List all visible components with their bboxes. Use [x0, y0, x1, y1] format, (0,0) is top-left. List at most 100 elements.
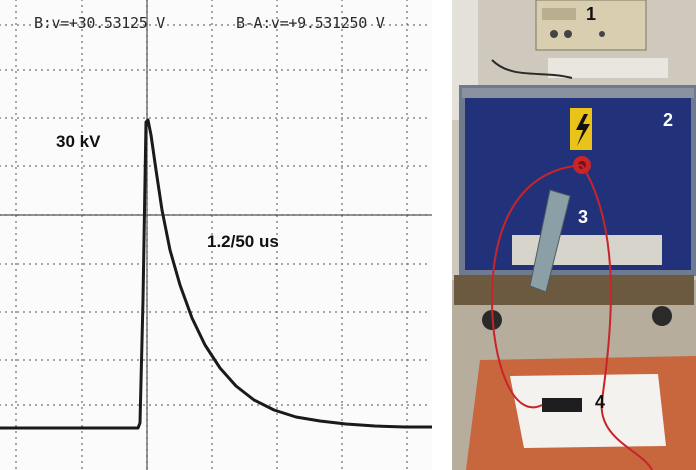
grid-dot: [15, 401, 17, 403]
grid-dot: [335, 24, 337, 26]
grid-dot: [227, 404, 229, 406]
grid-dot: [203, 117, 205, 119]
grid-dot: [323, 311, 325, 313]
grid-dot: [305, 24, 307, 26]
grid-dot: [81, 131, 83, 133]
grid-dot: [335, 404, 337, 406]
grid-dot: [341, 281, 343, 283]
grid-dot: [15, 449, 17, 451]
grid-dot: [113, 263, 115, 265]
grid-dot: [406, 377, 408, 379]
grid-dot: [81, 407, 83, 409]
grid-dot: [257, 24, 259, 26]
grid-dot: [245, 311, 247, 313]
grid-dot: [81, 125, 83, 127]
grid-dot: [406, 209, 408, 211]
grid-dot: [211, 143, 213, 145]
grid-dot: [395, 359, 397, 361]
grid-dot: [335, 117, 337, 119]
grid-dot: [161, 165, 163, 167]
grid-dot: [15, 137, 17, 139]
grid-dot: [341, 95, 343, 97]
grid-dot: [311, 359, 313, 361]
grid-dot: [107, 165, 109, 167]
grid-dot: [276, 113, 278, 115]
grid-dot: [81, 155, 83, 157]
grid-dot: [155, 117, 157, 119]
grid-dot: [341, 455, 343, 457]
grid-dot: [276, 269, 278, 271]
grid-dot: [406, 185, 408, 187]
grid-dot: [276, 407, 278, 409]
grid-dot: [276, 77, 278, 79]
wooden-trolley: [454, 275, 694, 305]
grid-dot: [276, 443, 278, 445]
grid-dot: [95, 311, 97, 313]
grid-dot: [101, 359, 103, 361]
grid-dot: [257, 311, 259, 313]
grid-dot: [276, 341, 278, 343]
grid-dot: [341, 359, 343, 361]
grid-dot: [113, 24, 115, 26]
grid-dot: [209, 311, 211, 313]
grid-dot: [131, 263, 133, 265]
red-cable: [490, 164, 583, 409]
grid-dot: [407, 404, 409, 406]
grid-dot: [53, 263, 55, 265]
grid-dot: [5, 311, 7, 313]
grid-dot: [389, 359, 391, 361]
grid-dot: [15, 59, 17, 61]
grid-dot: [81, 431, 83, 433]
grid-dot: [143, 24, 145, 26]
grid-dot: [211, 317, 213, 319]
grid-dot: [81, 161, 83, 163]
grid-dot: [269, 69, 271, 71]
grid-dot: [275, 404, 277, 406]
grid-dot: [81, 107, 83, 109]
grid-dot: [35, 263, 37, 265]
grid-dot: [251, 263, 253, 265]
grid-dot: [406, 275, 408, 277]
grid-dot: [81, 413, 83, 415]
grid-dot: [107, 263, 109, 265]
grid-dot: [406, 341, 408, 343]
grid-dot: [276, 131, 278, 133]
grid-dot: [401, 117, 403, 119]
grid-dot: [233, 311, 235, 313]
grid-dot: [81, 179, 83, 181]
grid-dot: [269, 165, 271, 167]
grid-dot: [305, 359, 307, 361]
grid-dot: [311, 165, 313, 167]
grid-dot: [275, 69, 277, 71]
grid-dot: [341, 65, 343, 67]
grid-dot: [81, 101, 83, 103]
grid-dot: [276, 5, 278, 7]
grid-dot: [211, 137, 213, 139]
grid-dot: [211, 125, 213, 127]
grid-dot: [317, 117, 319, 119]
grid-dot: [119, 24, 121, 26]
grid-dot: [0, 117, 1, 119]
grid-dot: [323, 165, 325, 167]
grid-dot: [251, 359, 253, 361]
grid-dot: [113, 359, 115, 361]
grid-dot: [15, 443, 17, 445]
grid-dot: [359, 69, 361, 71]
grid-dot: [107, 359, 109, 361]
grid-dot: [395, 165, 397, 167]
grid-dot: [15, 305, 17, 307]
grid-dot: [371, 404, 373, 406]
grid-dot: [197, 165, 199, 167]
grid-dot: [81, 353, 83, 355]
grid-dot: [406, 281, 408, 283]
paper-sheets: [548, 58, 668, 78]
grid-dot: [347, 165, 349, 167]
grid-dot: [15, 293, 17, 295]
grid-dot: [293, 69, 295, 71]
grid-dot: [35, 69, 37, 71]
grid-dot: [71, 165, 73, 167]
grid-dot: [15, 371, 17, 373]
grid-dot: [263, 24, 265, 26]
label-test-object: 4: [595, 392, 606, 412]
grid-dot: [29, 69, 31, 71]
